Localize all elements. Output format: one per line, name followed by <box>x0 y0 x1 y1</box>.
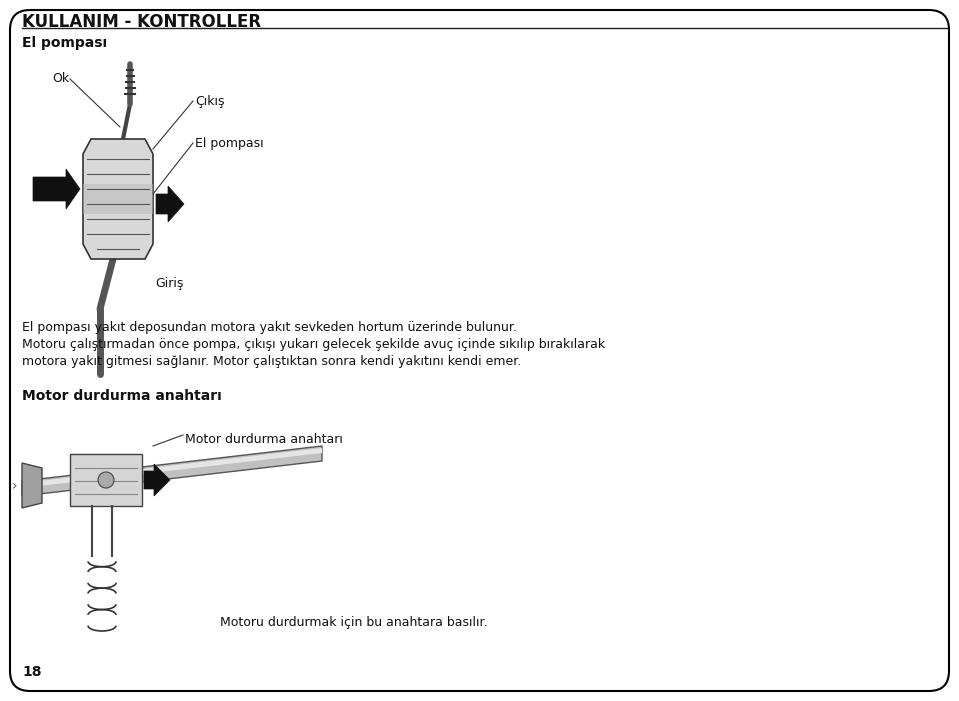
Polygon shape <box>83 184 153 214</box>
Text: El pompası yakıt deposundan motora yakıt sevkeden hortum üzerinde bulunur.: El pompası yakıt deposundan motora yakıt… <box>22 321 517 334</box>
Polygon shape <box>156 186 184 222</box>
FancyBboxPatch shape <box>10 10 949 691</box>
Polygon shape <box>22 446 322 496</box>
Text: motora yakıt gitmesi sağlanır. Motor çalıştıktan sonra kendi yakıtını kendi emer: motora yakıt gitmesi sağlanır. Motor çal… <box>22 355 522 368</box>
Text: Motor durdurma anahtarı: Motor durdurma anahtarı <box>22 389 222 403</box>
Text: El pompası: El pompası <box>195 137 264 149</box>
Polygon shape <box>144 464 170 496</box>
Text: Giriş: Giriş <box>155 276 183 290</box>
FancyBboxPatch shape <box>70 454 142 506</box>
Polygon shape <box>83 139 153 259</box>
Text: Motor durdurma anahtarı: Motor durdurma anahtarı <box>185 433 343 446</box>
Polygon shape <box>22 463 42 508</box>
Text: El pompası: El pompası <box>22 36 107 50</box>
Polygon shape <box>33 169 80 209</box>
Circle shape <box>98 472 114 488</box>
Text: Ok: Ok <box>52 72 69 86</box>
Text: Çıkış: Çıkış <box>195 95 224 107</box>
Text: Motoru durdurmak için bu anahtara basılır.: Motoru durdurmak için bu anahtara basılı… <box>220 616 487 629</box>
Text: ›: › <box>12 479 17 493</box>
Polygon shape <box>22 448 322 488</box>
Text: KULLANIM - KONTROLLER: KULLANIM - KONTROLLER <box>22 13 261 31</box>
Text: Motoru çalıştırmadan önce pompa, çıkışı yukarı gelecek şekilde avuç içinde sıkıl: Motoru çalıştırmadan önce pompa, çıkışı … <box>22 338 605 351</box>
Text: 18: 18 <box>22 665 41 679</box>
